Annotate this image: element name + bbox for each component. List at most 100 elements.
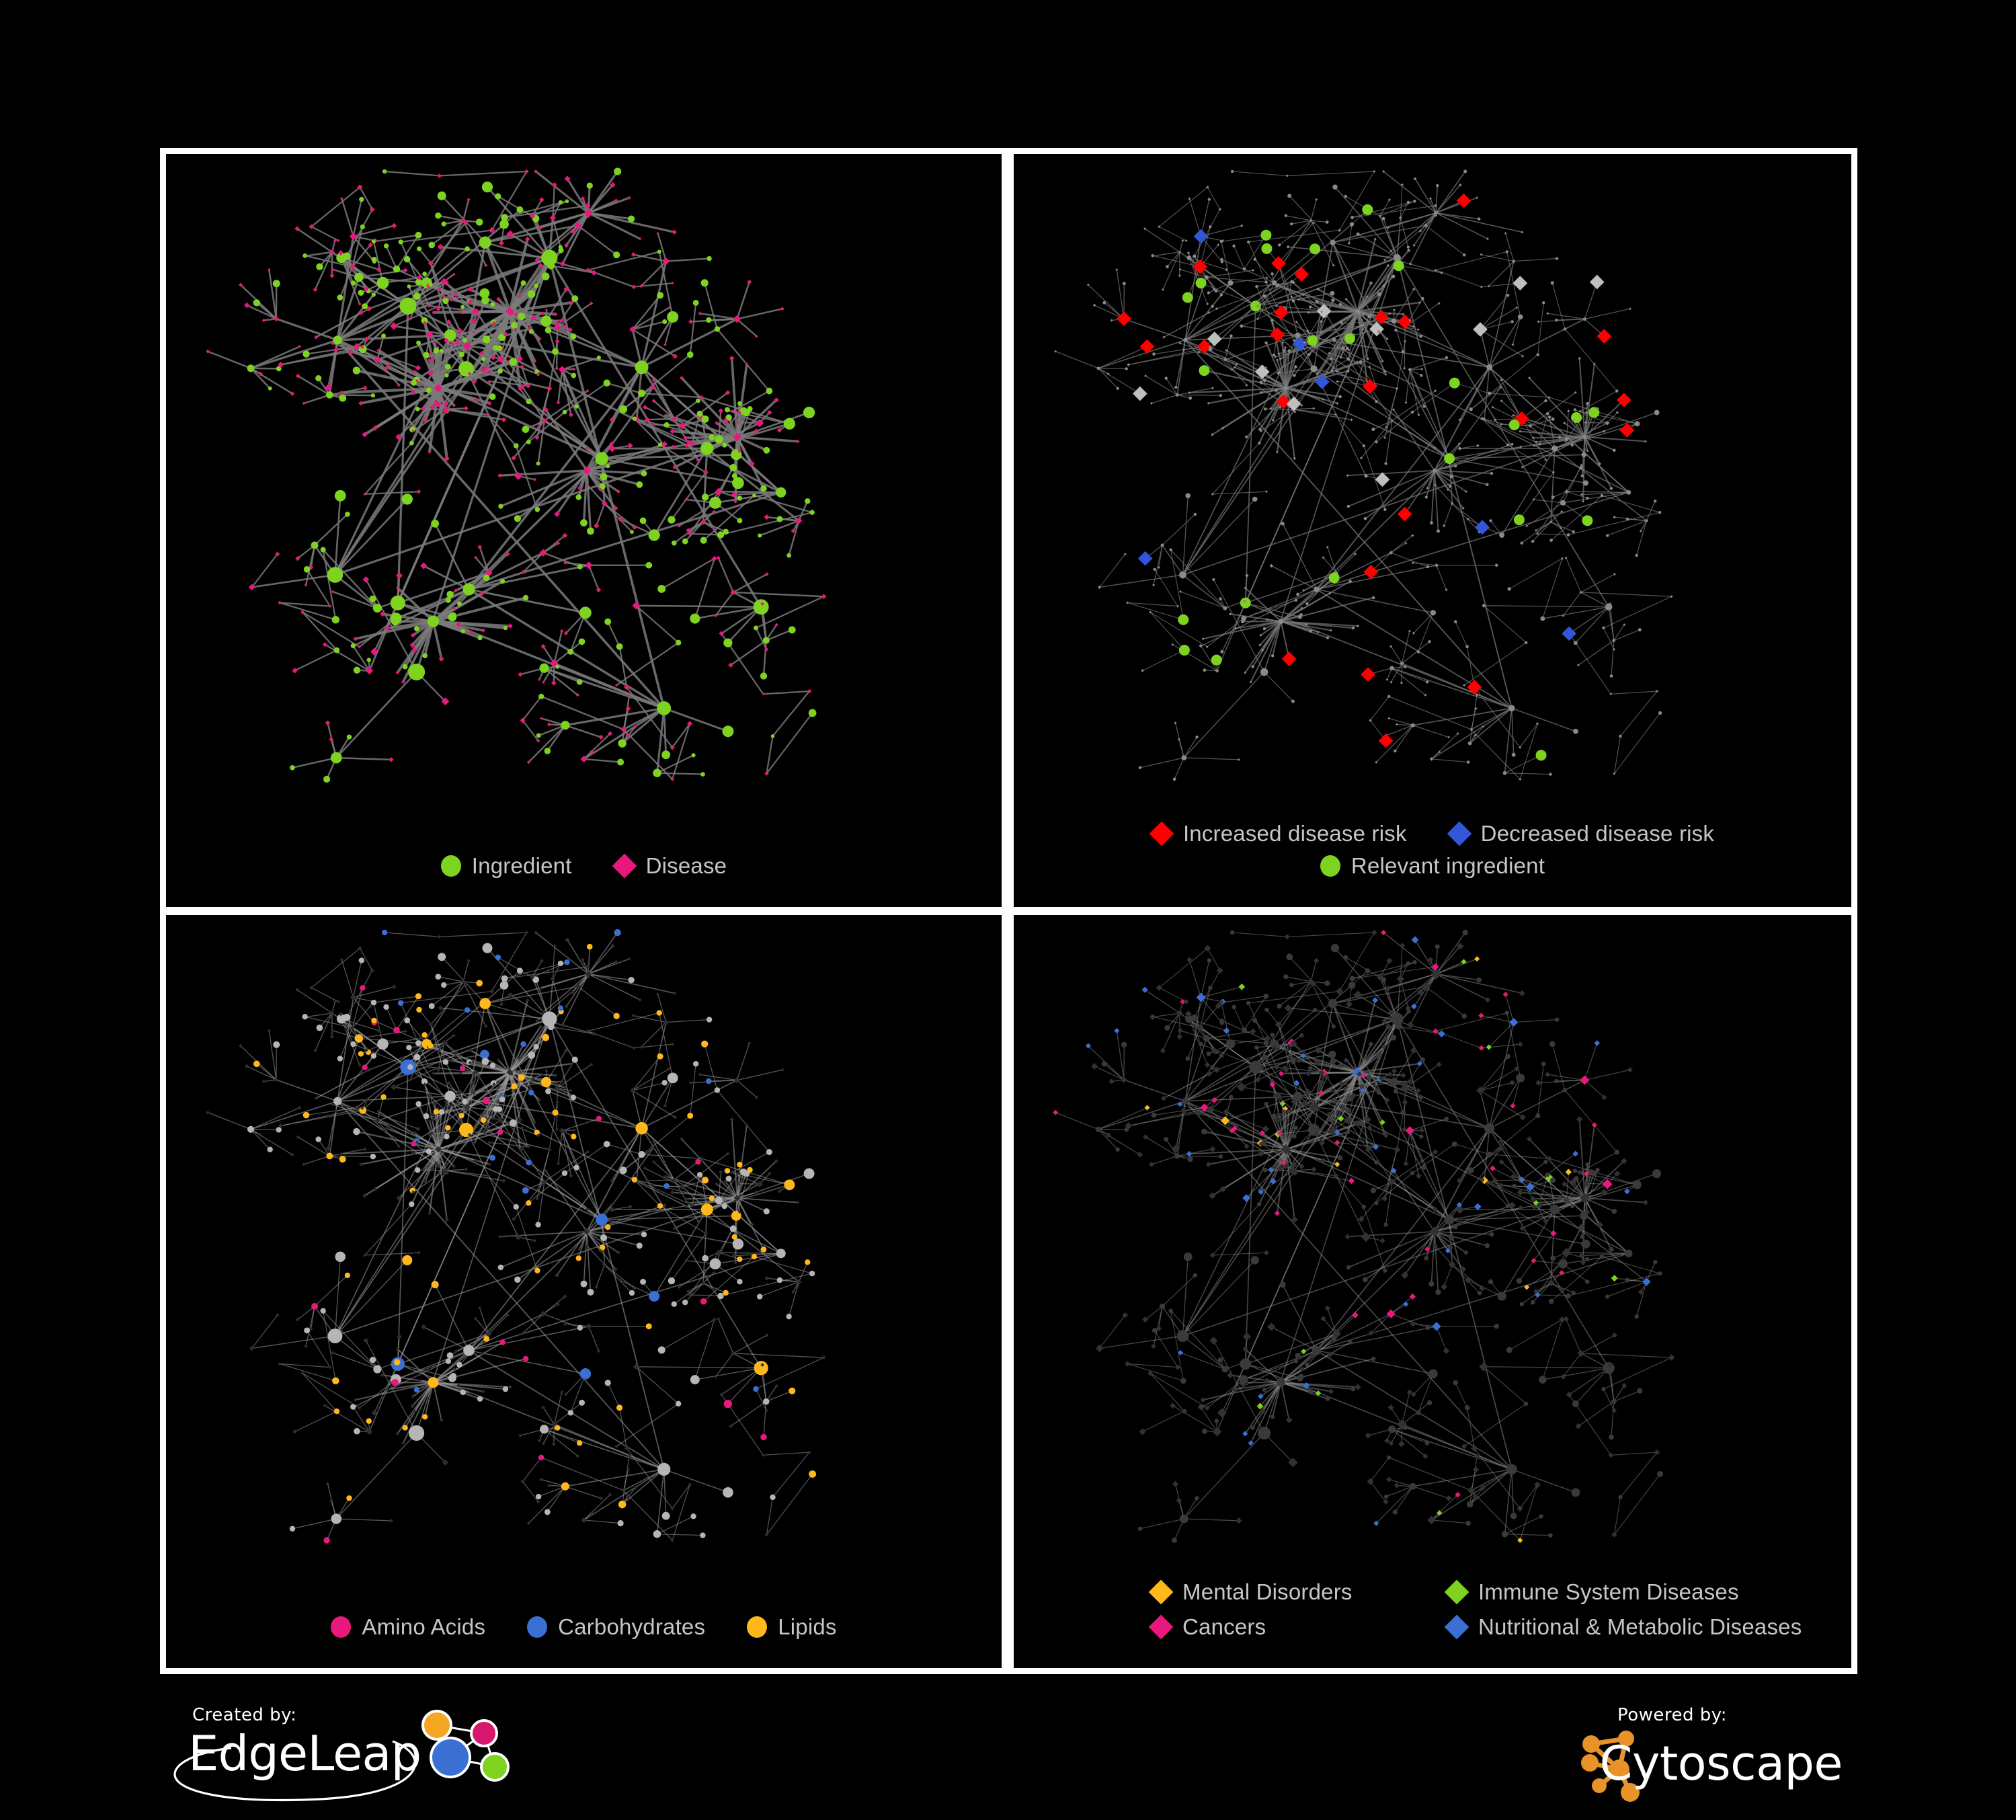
network-node-disease [1404,340,1407,343]
network-node-ingredient [1635,553,1638,557]
network-node-disease [437,286,442,292]
network-node-disease [1519,746,1522,749]
network-node-disease [1161,1095,1167,1101]
network-node-disease [487,379,492,384]
network-node-disease [1273,1091,1282,1101]
network-node-ingredient [1376,1052,1383,1058]
network-node-ingredient [1286,953,1293,961]
network-node-ingredient [402,1425,408,1431]
network-node-ingredient [570,1095,577,1101]
network-node-ingredient [1555,318,1558,322]
network-node-ingredient [377,1038,389,1050]
network-node-ingredient [1160,543,1164,547]
network-node-disease [551,1441,556,1446]
network-node-disease [1559,1269,1565,1276]
network-node-disease [1355,360,1359,364]
network-node-disease [1577,1349,1585,1357]
network-node-disease [463,982,468,986]
network-node-disease [1466,517,1469,521]
network-node-disease [1137,1152,1143,1158]
network-node-ingredient [1571,1488,1580,1497]
network-node-disease [1420,368,1424,371]
network-node-disease [1384,1097,1390,1103]
network-node-disease [1315,198,1318,201]
network-node-ingredient [1191,1014,1198,1021]
network-node-disease [1473,322,1488,337]
network-node-ingredient [480,1117,487,1123]
network-node-ingredient [339,394,347,402]
network-node-ingredient [1505,1203,1510,1208]
network-node-disease [1547,415,1551,420]
network-node-ingredient [1325,220,1329,224]
network-node-disease [1150,1343,1157,1349]
network-node-ingredient [1193,1273,1198,1278]
network-node-ingredient [786,1313,792,1320]
network-node-ingredient [1261,243,1273,254]
network-node-ingredient [1632,1180,1642,1189]
network-node-disease [1209,1336,1218,1345]
network-node-ingredient [422,272,427,276]
network-node-disease [363,286,369,292]
network-node-ingredient [1282,349,1286,352]
network-node-ingredient [1409,1482,1416,1490]
network-node-ingredient [1394,328,1398,332]
network-node-disease [1215,1002,1221,1009]
network-node-disease [1396,975,1405,983]
network-node-disease [1290,295,1293,299]
network-node-disease [323,1403,327,1408]
network-node-ingredient [1260,229,1272,241]
network-node-ingredient [1166,265,1169,269]
network-node-disease [1324,1305,1330,1311]
network-node-ingredient [552,1109,559,1116]
network-node-ingredient [333,647,340,654]
network-node-disease [663,1103,668,1108]
network-node-ingredient [661,1511,670,1520]
network-node-ingredient [707,255,712,262]
network-node-disease [1269,1178,1277,1185]
network-node-disease [1141,986,1148,993]
network-node-ingredient [315,375,322,382]
network-node-disease [631,252,636,258]
network-node-ingredient [1421,296,1424,301]
network-node-disease [556,400,561,405]
network-node-disease [677,1285,681,1290]
network-node-ingredient [1507,587,1511,591]
network-node-ingredient [1554,1017,1560,1022]
network-node-ingredient [561,1170,568,1177]
network-node-ingredient [1418,1095,1424,1100]
network-node-ingredient [1096,366,1100,370]
network-node-disease [261,318,266,323]
network-node-ingredient [682,538,688,545]
network-node-disease [610,1203,614,1207]
network-node-ingredient [1560,500,1566,506]
network-node-disease [1480,253,1483,256]
network-node-disease [498,240,505,246]
network-node-disease [302,401,306,405]
network-node-disease [339,1152,344,1156]
network-node-disease [564,1004,569,1008]
network-node-ingredient [1229,930,1235,935]
network-node-ingredient [514,1276,521,1283]
legend-label: Increased disease risk [1182,821,1407,846]
network-node-ingredient [662,319,668,325]
network-node-ingredient [1211,305,1214,308]
network-node-ingredient [332,1377,339,1385]
network-node-disease [1402,1099,1408,1105]
network-node-disease [304,583,308,587]
network-node-ingredient [1299,613,1303,617]
network-node-ingredient [498,504,503,509]
network-node-disease [715,421,719,426]
edgeleap-logo: Created by: EdgeLeap [161,1701,538,1809]
network-node-disease [1398,1440,1405,1448]
network-node-ingredient [391,617,399,626]
network-node-ingredient [1429,521,1433,525]
network-node-disease [298,345,301,348]
network-node-ingredient [1595,1167,1600,1173]
network-node-disease [594,1284,599,1290]
network-node-ingredient [766,1149,772,1156]
network-node-ingredient [1256,1065,1260,1070]
network-node-ingredient [1581,452,1586,458]
network-nodes [1054,169,1673,781]
network-node-ingredient [1138,766,1142,769]
network-node-ingredient [648,529,660,541]
